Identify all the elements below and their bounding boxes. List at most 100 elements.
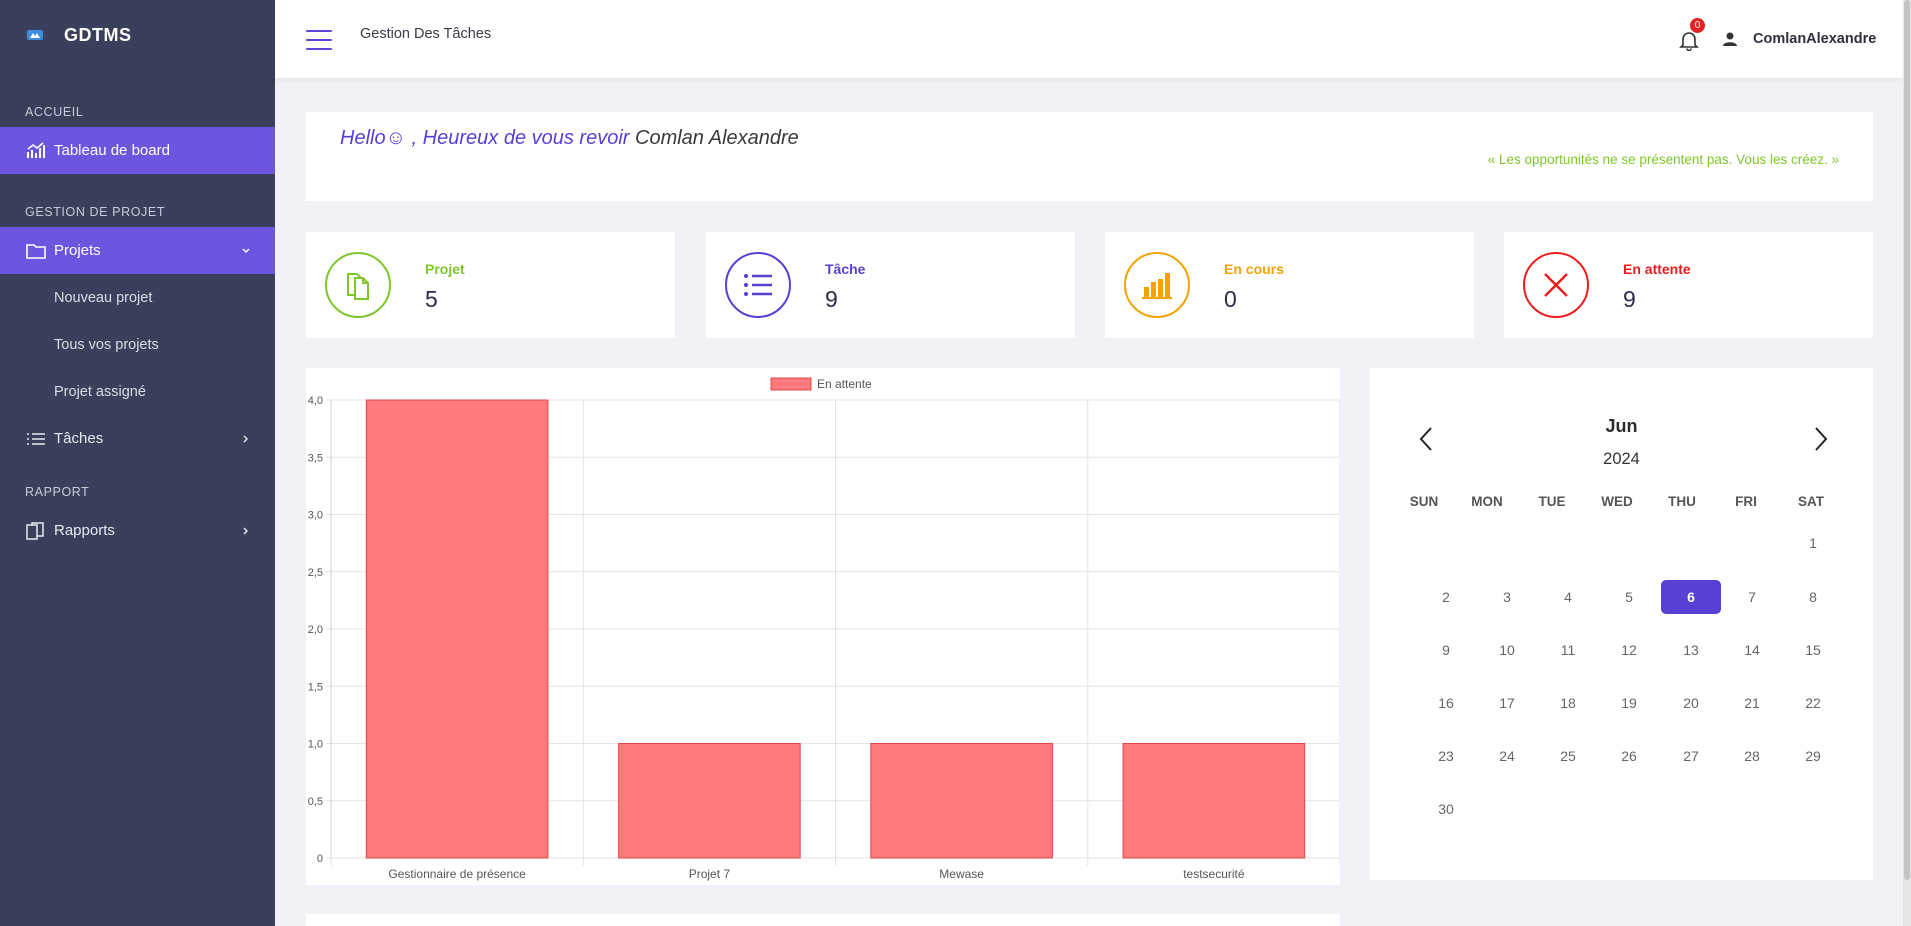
chart-line-icon bbox=[26, 141, 48, 160]
calendar-day[interactable]: 5 bbox=[1625, 589, 1633, 605]
brand-name: GDTMS bbox=[64, 24, 132, 45]
stat-label: En cours bbox=[1224, 261, 1284, 277]
nav-item-taches[interactable]: Tâches bbox=[0, 415, 275, 462]
section-title-rapport: RAPPORT bbox=[25, 485, 90, 499]
calendar-day[interactable]: 11 bbox=[1560, 642, 1576, 658]
calendar-day[interactable]: 17 bbox=[1499, 695, 1515, 711]
y-tick-label: 3,5 bbox=[308, 452, 323, 464]
calendar-day[interactable]: 10 bbox=[1499, 642, 1515, 658]
calendar-day[interactable]: 15 bbox=[1805, 642, 1821, 658]
calendar-day[interactable]: 24 bbox=[1499, 748, 1515, 764]
menu-toggle-icon[interactable] bbox=[306, 30, 332, 50]
sidebar: GDTMS ACCUEIL Tableau de board GESTION D… bbox=[0, 0, 275, 926]
nav-item-projets[interactable]: Projets bbox=[0, 227, 275, 274]
calendar-weekday: WED bbox=[1601, 494, 1633, 509]
calendar-day[interactable]: 14 bbox=[1744, 642, 1760, 658]
close-icon bbox=[1523, 252, 1589, 318]
calendar-day[interactable]: 28 bbox=[1744, 748, 1760, 764]
calendar-day[interactable]: 2 bbox=[1442, 589, 1450, 605]
y-tick-label: 1,0 bbox=[308, 739, 323, 751]
calendar-day[interactable]: 3 bbox=[1503, 589, 1511, 605]
nav-item-dashboard[interactable]: Tableau de board bbox=[0, 127, 275, 174]
y-tick-label: 2,0 bbox=[308, 624, 323, 636]
stat-value: 5 bbox=[425, 286, 438, 312]
sub-item-projet-assigne[interactable]: Projet assigné bbox=[54, 383, 146, 400]
calendar-day[interactable]: 26 bbox=[1621, 748, 1637, 764]
calendar-day[interactable]: 18 bbox=[1560, 695, 1576, 711]
nav-item-label: Rapports bbox=[54, 522, 115, 539]
y-tick-label: 3,0 bbox=[308, 510, 323, 522]
calendar-day[interactable]: 20 bbox=[1683, 695, 1699, 711]
list-icon bbox=[26, 430, 48, 448]
calendar-day[interactable]: 16 bbox=[1438, 695, 1454, 711]
calendar-day[interactable]: 13 bbox=[1683, 642, 1699, 658]
chart-bar bbox=[618, 743, 801, 859]
bottom-card bbox=[306, 914, 1340, 926]
scrollbar[interactable] bbox=[1903, 0, 1911, 926]
calendar-weekday: MON bbox=[1471, 494, 1503, 509]
chart-bar bbox=[1122, 743, 1306, 859]
chevron-right-icon[interactable] bbox=[1813, 426, 1829, 452]
calendar-day[interactable]: 23 bbox=[1438, 748, 1454, 764]
section-title-gestion: GESTION DE PROJET bbox=[25, 205, 166, 219]
stat-card-projet: Projet 5 bbox=[306, 232, 675, 338]
stat-card-en-cours: En cours 0 bbox=[1105, 232, 1474, 338]
chart-card: 0 0,5 1,0 1,5 2,0 2,5 3,0 3,5 4,0 Gestionnaire de… bbox=[306, 368, 1340, 885]
stat-value: 9 bbox=[1623, 286, 1636, 312]
greeting-quote: « Les opportunités ne se présentent pas.… bbox=[1487, 152, 1839, 167]
chart-bar bbox=[365, 399, 549, 859]
calendar-day[interactable]: 21 bbox=[1744, 695, 1760, 711]
y-tick-label: 4,0 bbox=[308, 395, 323, 407]
y-tick-label: 0 bbox=[317, 853, 323, 865]
calendar-weekday: FRI bbox=[1735, 494, 1757, 509]
stat-card-tache: Tâche 9 bbox=[706, 232, 1075, 338]
greeting-name: Comlan Alexandre bbox=[635, 127, 799, 149]
calendar-weekday: THU bbox=[1668, 494, 1696, 509]
user-name[interactable]: ComlanAlexandre bbox=[1753, 31, 1877, 47]
logo-icon bbox=[27, 30, 43, 40]
stat-label: Tâche bbox=[825, 261, 866, 277]
calendar-day[interactable]: 22 bbox=[1805, 695, 1821, 711]
y-tick-label: 1,5 bbox=[308, 681, 323, 693]
legend-label: En attente bbox=[817, 377, 872, 391]
stat-label: Projet bbox=[425, 261, 465, 277]
y-tick-label: 0,5 bbox=[308, 796, 323, 808]
chart-bar bbox=[870, 743, 1053, 859]
calendar-weekday: TUE bbox=[1538, 494, 1566, 509]
calendar-day[interactable]: 1 bbox=[1809, 535, 1817, 551]
greeting-line: Hello☺ , Heureux de vous revoir Comlan A… bbox=[340, 127, 799, 150]
folder-icon bbox=[26, 242, 48, 260]
x-tick-label: Mewase bbox=[939, 867, 984, 881]
greeting-hello: Hello☺ , Heureux de vous revoir bbox=[340, 127, 630, 149]
nav-item-label: Tableau de board bbox=[54, 142, 170, 159]
calendar-day[interactable]: 7 bbox=[1748, 589, 1756, 605]
copy-icon bbox=[26, 521, 48, 540]
calendar-day[interactable]: 9 bbox=[1442, 642, 1450, 658]
x-tick-label: testsecurité bbox=[1183, 867, 1245, 881]
bell-icon[interactable] bbox=[1678, 29, 1700, 51]
stat-card-en-attente: En attente 9 bbox=[1504, 232, 1873, 338]
calendar-day-today[interactable]: 6 bbox=[1661, 580, 1721, 614]
calendar-day[interactable]: 19 bbox=[1621, 695, 1637, 711]
calendar-day[interactable]: 12 bbox=[1621, 642, 1637, 658]
calendar-day[interactable]: 27 bbox=[1683, 748, 1699, 764]
calendar-day[interactable]: 25 bbox=[1560, 748, 1576, 764]
nav-item-label: Projets bbox=[54, 242, 101, 259]
chevron-down-icon bbox=[242, 248, 250, 253]
scrollbar-thumb[interactable] bbox=[1904, 0, 1910, 880]
sub-item-tous-projets[interactable]: Tous vos projets bbox=[54, 336, 159, 353]
calendar-day[interactable]: 4 bbox=[1564, 589, 1572, 605]
calendar-day[interactable]: 29 bbox=[1805, 748, 1821, 764]
nav-item-rapports[interactable]: Rapports bbox=[0, 507, 275, 554]
calendar-year: 2024 bbox=[1603, 450, 1640, 468]
calendar-weekday: SUN bbox=[1409, 494, 1439, 509]
calendar-day[interactable]: 8 bbox=[1809, 589, 1817, 605]
chevron-right-icon bbox=[243, 435, 248, 442]
list-icon bbox=[725, 252, 791, 318]
brand[interactable]: GDTMS bbox=[0, 0, 275, 70]
user-icon[interactable] bbox=[1722, 31, 1738, 47]
chevron-left-icon[interactable] bbox=[1418, 426, 1434, 452]
sub-item-nouveau-projet[interactable]: Nouveau projet bbox=[54, 289, 153, 306]
notification-badge: 0 bbox=[1690, 18, 1705, 33]
calendar-day[interactable]: 30 bbox=[1438, 801, 1454, 817]
